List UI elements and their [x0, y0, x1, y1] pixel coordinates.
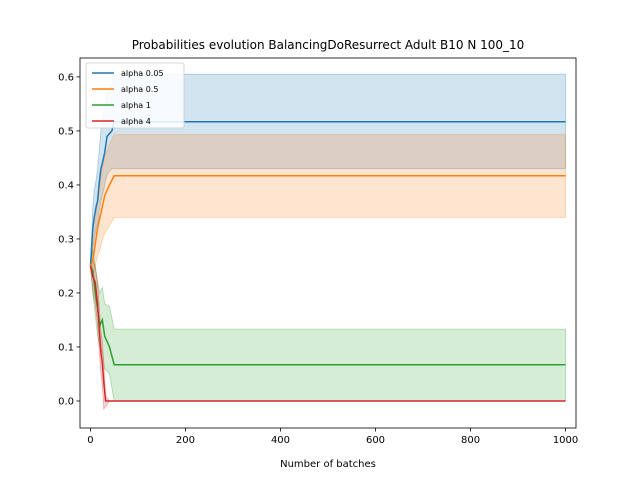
- line-series-1: [89, 175, 566, 267]
- legend-label-2: alpha 1: [121, 101, 151, 110]
- plot-frame: [79, 57, 577, 429]
- line-series-3: [89, 265, 566, 402]
- y-tick-label: 0.3: [58, 234, 74, 245]
- y-tick-label: 0.6: [58, 72, 74, 83]
- line-series-0: [89, 120, 566, 267]
- x-tick-label: 800: [461, 435, 480, 446]
- x-axis: 0 200 400 600 800 1000: [87, 428, 578, 446]
- legend-label-1: alpha 0.5: [121, 85, 158, 94]
- y-tick-label: 0.1: [58, 342, 74, 353]
- legend: alpha 0.05 alpha 0.5 alpha 1 alpha 4: [85, 62, 185, 129]
- y-tick-label: 0.5: [58, 126, 74, 137]
- legend-label-3: alpha 4: [121, 117, 151, 126]
- x-tick-label: 200: [176, 435, 195, 446]
- series-lines: [89, 120, 566, 402]
- legend-label-0: alpha 0.05: [121, 69, 164, 78]
- x-tick-label: 400: [271, 435, 290, 446]
- x-tick-label: 1000: [553, 435, 578, 446]
- y-tick-label: 0.2: [58, 288, 74, 299]
- y-tick-label: 0.4: [58, 180, 74, 191]
- x-tick-label: 600: [366, 435, 385, 446]
- line-series-2: [89, 265, 566, 366]
- y-axis: 0.0 0.1 0.2 0.3 0.4 0.5 0.6: [58, 72, 80, 407]
- y-tick-label: 0.0: [58, 396, 74, 407]
- x-axis-label: Number of batches: [280, 459, 376, 470]
- band-series-3: [90, 259, 566, 411]
- x-tick-label: 0: [87, 435, 93, 446]
- legend-box: [85, 62, 185, 129]
- chart-title: Probabilities evolution BalancingDoResur…: [132, 38, 525, 52]
